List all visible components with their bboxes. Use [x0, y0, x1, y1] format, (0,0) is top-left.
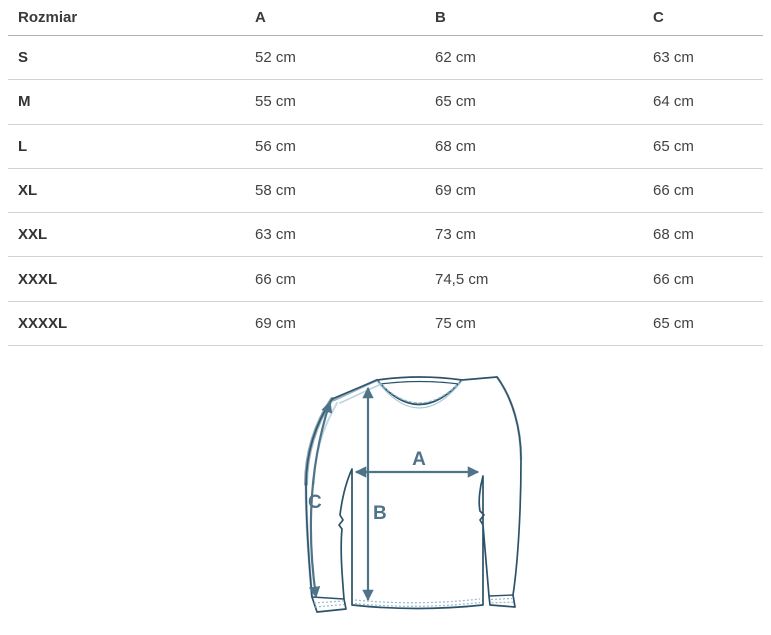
measurement-arrows	[308, 386, 480, 602]
column-header-a: A	[255, 0, 435, 36]
shading	[304, 375, 523, 599]
size-label: S	[8, 35, 255, 81]
size-label: XL	[8, 168, 255, 214]
measurement-a: 66 cm	[255, 256, 435, 302]
size-table: Rozmiar A B C S 52 cm 62 cm 63 cm M 55 c…	[8, 0, 763, 347]
measurement-b: 68 cm	[435, 124, 653, 169]
size-label: L	[8, 124, 255, 169]
shirt-outline	[305, 376, 522, 613]
hem-stitch-lower	[354, 601, 481, 607]
measurement-b: 73 cm	[435, 212, 653, 258]
measurement-b: 75 cm	[435, 301, 653, 347]
hem-stitch-upper	[354, 598, 481, 604]
measurement-a: 52 cm	[255, 35, 435, 81]
shirt-measurement-diagram: A B C	[293, 369, 533, 629]
label-a: A	[412, 449, 426, 470]
collar-inner-top-edge	[379, 380, 460, 385]
right-cuff-stitch-lower	[491, 601, 514, 604]
measurement-a: 58 cm	[255, 168, 435, 214]
table-row-s: S 52 cm 62 cm 63 cm	[8, 35, 763, 81]
column-header-c: C	[653, 0, 763, 36]
table-row-xxxl: XXXL 66 cm 74,5 cm 66 cm	[8, 256, 763, 302]
collar-stitch	[379, 382, 460, 404]
column-header-b: B	[435, 0, 653, 36]
size-label: XXL	[8, 212, 255, 258]
collar	[376, 376, 463, 409]
label-b: B	[373, 503, 387, 524]
right-cuff-line	[488, 594, 514, 597]
left-cuff-stitch-upper	[313, 600, 344, 604]
measurement-b: 65 cm	[435, 79, 653, 125]
collar-top-edge	[376, 376, 463, 381]
measurement-c: 63 cm	[653, 35, 763, 81]
left-cuff-stitch-lower	[314, 603, 345, 608]
measurement-a: 69 cm	[255, 301, 435, 347]
measurement-b: 74,5 cm	[435, 256, 653, 302]
size-label: XXXXL	[8, 301, 255, 347]
measurement-c: 64 cm	[653, 79, 763, 125]
measurement-c: 66 cm	[653, 256, 763, 302]
right-sleeve-shade	[495, 375, 523, 461]
measurement-a: 55 cm	[255, 79, 435, 125]
shirt-diagram-svg: A B C	[304, 375, 523, 613]
collar-band-outer-faint	[376, 380, 463, 409]
size-label: M	[8, 79, 255, 125]
left-shoulder-shade	[332, 378, 379, 402]
table-row-xxl: XXL 63 cm 73 cm 68 cm	[8, 212, 763, 258]
table-row-m: M 55 cm 65 cm 64 cm	[8, 79, 763, 125]
right-cuff-stitch-upper	[490, 597, 513, 601]
size-label: XXXL	[8, 256, 255, 302]
left-cuff-line	[311, 596, 345, 600]
size-table-header: Rozmiar A B C	[8, 0, 763, 36]
measurement-c: 66 cm	[653, 168, 763, 214]
measurement-b: 62 cm	[435, 35, 653, 81]
sleeve-arrow-c	[308, 400, 333, 599]
table-row-xl: XL 58 cm 69 cm 66 cm	[8, 168, 763, 214]
measurement-a: 56 cm	[255, 124, 435, 169]
measurement-c: 68 cm	[653, 212, 763, 258]
label-c: C	[308, 492, 322, 513]
measurement-a: 63 cm	[255, 212, 435, 258]
table-row-xxxxl: XXXXL 69 cm 75 cm 65 cm	[8, 301, 763, 347]
measurement-c: 65 cm	[653, 124, 763, 169]
measurement-b: 69 cm	[435, 168, 653, 214]
measurement-c: 65 cm	[653, 301, 763, 347]
column-header-rozmiar: Rozmiar	[8, 0, 255, 36]
stitching	[313, 597, 514, 608]
table-row-l: L 56 cm 68 cm 65 cm	[8, 124, 763, 169]
